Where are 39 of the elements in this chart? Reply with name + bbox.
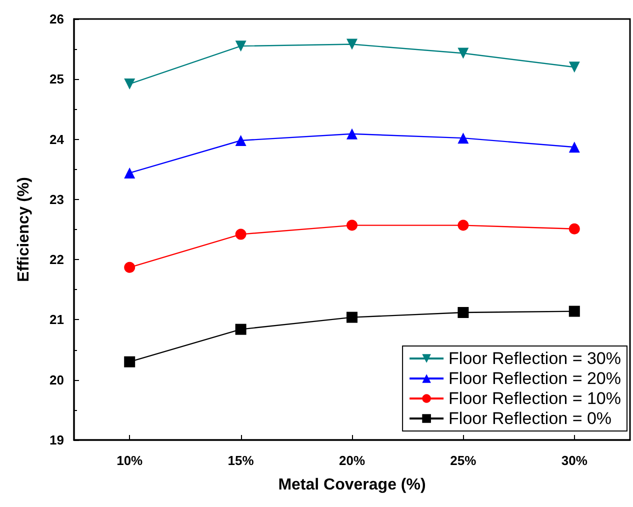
point bbox=[346, 128, 358, 140]
y-tick-label: 24 bbox=[50, 132, 65, 147]
legend-label: Floor Reflection = 20% bbox=[448, 369, 622, 388]
y-tick-label: 26 bbox=[50, 12, 64, 26]
x-tick-label: 20% bbox=[338, 453, 366, 468]
x-axis-title: Metal Coverage (%) bbox=[278, 476, 426, 494]
x-tick-label: 25% bbox=[450, 453, 477, 468]
point bbox=[346, 38, 358, 50]
point bbox=[568, 62, 580, 73]
y-tick-label: 23 bbox=[50, 192, 64, 207]
point bbox=[235, 228, 246, 240]
point bbox=[458, 306, 469, 318]
point bbox=[124, 262, 136, 273]
y-tick-label: 25 bbox=[50, 72, 64, 87]
legend-label: Floor Reflection = 30% bbox=[448, 349, 622, 368]
point bbox=[568, 142, 580, 153]
point bbox=[458, 132, 469, 144]
legend-label: Floor Reflection = 10% bbox=[448, 389, 622, 408]
x-tick-label: 10% bbox=[116, 453, 144, 468]
point bbox=[568, 306, 580, 317]
x-tick-label: 15% bbox=[228, 453, 254, 468]
point bbox=[124, 356, 136, 368]
x-tick-label: 30% bbox=[561, 453, 588, 468]
y-tick-label: 22 bbox=[50, 252, 64, 268]
y-tick-label: 21 bbox=[50, 312, 64, 328]
point bbox=[235, 40, 246, 52]
point bbox=[458, 48, 469, 59]
y-axis-title: Efficiency (%) bbox=[16, 177, 32, 282]
point bbox=[458, 220, 469, 231]
point bbox=[124, 78, 136, 90]
point bbox=[568, 223, 580, 234]
point bbox=[235, 134, 246, 146]
legend-label: Floor Reflection = 0% bbox=[448, 409, 612, 428]
point bbox=[346, 312, 358, 323]
point bbox=[235, 324, 246, 335]
y-tick-label: 20 bbox=[50, 372, 64, 388]
point bbox=[124, 167, 136, 178]
y-tick-label: 19 bbox=[50, 432, 64, 448]
point bbox=[346, 220, 358, 231]
